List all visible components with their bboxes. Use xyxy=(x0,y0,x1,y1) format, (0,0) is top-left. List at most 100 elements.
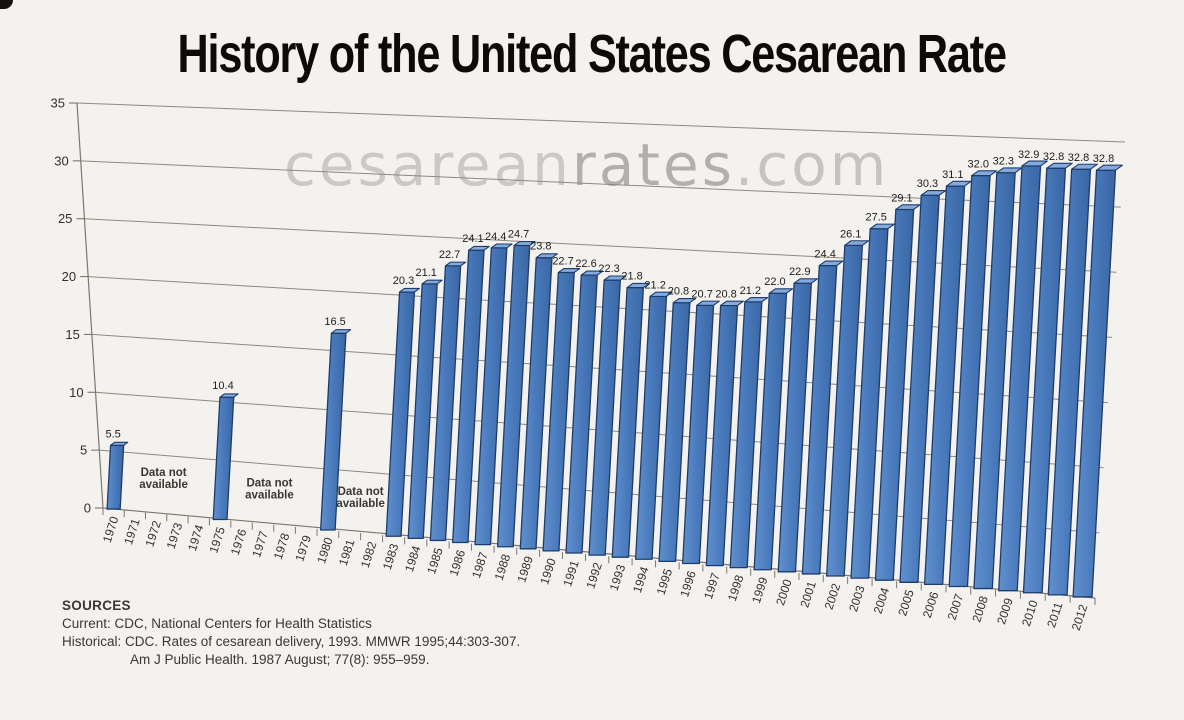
missing-data-note-1981-1982-line2: available xyxy=(336,498,385,510)
bar-top-1987 xyxy=(490,243,513,249)
x-axis-label-1974: 1974 xyxy=(185,523,207,553)
x-axis-label-2000: 2000 xyxy=(773,577,795,607)
y-axis-label: 25 xyxy=(58,211,72,226)
x-axis-label-2005: 2005 xyxy=(895,588,917,618)
x-axis-label-2007: 2007 xyxy=(945,592,967,622)
x-axis-label-1970: 1970 xyxy=(100,514,122,544)
x-axis-label-1990: 1990 xyxy=(537,556,559,586)
x-axis-label-1992: 1992 xyxy=(583,560,605,590)
bar-value-label: 5.5 xyxy=(105,428,120,440)
bar-value-label: 24.4 xyxy=(814,249,835,261)
x-axis-label-1991: 1991 xyxy=(560,558,582,588)
x-axis-label-1987: 1987 xyxy=(469,550,491,580)
x-axis-label-1982: 1982 xyxy=(358,539,380,569)
bar-value-label: 32.8 xyxy=(1043,151,1064,163)
y-axis-label: 20 xyxy=(62,269,76,284)
bar-value-label: 21.2 xyxy=(644,279,665,291)
bar-top-2002 xyxy=(844,240,870,246)
bar-top-1993 xyxy=(626,282,650,289)
bar-top-2000 xyxy=(793,278,819,284)
sources-heading: SOURCES xyxy=(62,598,131,613)
bar-value-label: 30.3 xyxy=(917,178,938,190)
bar-value-label: 24.7 xyxy=(508,228,529,240)
x-axis-label-2012: 2012 xyxy=(1069,602,1091,632)
x-axis-label-1971: 1971 xyxy=(121,516,143,546)
bar-top-2011 xyxy=(1071,163,1098,170)
x-axis-label-1975: 1975 xyxy=(206,525,228,555)
y-axis-label: 10 xyxy=(69,385,83,400)
x-axis-label-1989: 1989 xyxy=(514,554,536,584)
x-axis-label-2009: 2009 xyxy=(994,596,1016,626)
bar-top-2012 xyxy=(1096,164,1124,171)
bar-value-label: 32.0 xyxy=(968,159,989,171)
bar-top-1998 xyxy=(744,296,769,303)
bar-top-2009 xyxy=(1021,160,1048,167)
x-axis-label-1993: 1993 xyxy=(607,562,629,592)
bar-top-1986 xyxy=(468,245,490,251)
missing-data-note-1976-1979-line2: available xyxy=(245,489,294,501)
bar-1970 xyxy=(106,444,125,510)
bar-top-1999 xyxy=(768,288,794,294)
bar-value-label: 26.1 xyxy=(840,228,861,240)
x-axis-label-1988: 1988 xyxy=(492,552,514,582)
y-axis-label: 35 xyxy=(51,96,65,111)
bar-value-label: 10.4 xyxy=(212,380,233,392)
bar-top-2008 xyxy=(996,167,1023,174)
bar-value-label: 16.5 xyxy=(324,316,345,328)
x-axis-label-1979: 1979 xyxy=(292,533,314,563)
bar-top-1983 xyxy=(399,287,420,293)
bar-value-label: 22.7 xyxy=(552,255,573,267)
x-axis-label-1972: 1972 xyxy=(142,519,164,549)
x-axis-label-2008: 2008 xyxy=(969,594,991,624)
scan-artifact-corner xyxy=(0,0,13,9)
bar-value-label: 32.8 xyxy=(1068,152,1089,164)
bar-top-2006 xyxy=(945,180,972,187)
missing-data-note-1971-1974-line1: Data not xyxy=(141,467,187,479)
bar-top-2004 xyxy=(895,204,921,211)
x-axis-label-1996: 1996 xyxy=(677,569,699,599)
x-axis-label-1986: 1986 xyxy=(447,548,469,578)
sources-line-current: Current: CDC, National Centers for Healt… xyxy=(62,616,372,632)
x-axis-label-1999: 1999 xyxy=(749,575,771,605)
bar-top-1985 xyxy=(444,261,467,267)
bar-value-label: 21.8 xyxy=(621,271,642,283)
bar-value-label: 31.1 xyxy=(942,169,963,181)
bar-value-label: 24.4 xyxy=(485,231,506,243)
sources-block: SOURCES Current: CDC, National Centers f… xyxy=(62,597,520,669)
x-axis-label-1973: 1973 xyxy=(164,521,186,551)
bar-top-1991 xyxy=(580,270,604,276)
bar-value-label: 24.1 xyxy=(462,233,483,245)
bar-value-label: 22.3 xyxy=(598,263,619,275)
page-title-text: History of the United States Cesarean Ra… xyxy=(177,24,1007,84)
y-axis-label: 5 xyxy=(80,443,87,458)
y-axis-label: 30 xyxy=(54,153,68,168)
bar-value-label: 22.6 xyxy=(575,258,596,270)
bar-value-label: 20.8 xyxy=(668,286,689,298)
bar-value-label: 20.7 xyxy=(691,288,712,300)
bar-value-label: 22.0 xyxy=(764,276,785,288)
bar-top-1970 xyxy=(110,441,129,446)
x-axis-label-2006: 2006 xyxy=(920,590,942,620)
bar-top-1984 xyxy=(421,279,443,285)
bar-top-2005 xyxy=(920,190,947,196)
missing-data-note-1971-1974-line2: available xyxy=(139,479,188,491)
bar-top-2001 xyxy=(818,260,844,267)
x-axis-label-1976: 1976 xyxy=(228,527,250,557)
bar-top-1988 xyxy=(513,241,536,246)
x-axis-label-1997: 1997 xyxy=(701,571,723,601)
bar-1975 xyxy=(212,396,235,521)
x-axis-label-1983: 1983 xyxy=(380,542,402,572)
x-axis-label-1984: 1984 xyxy=(402,544,424,574)
x-axis-label-1985: 1985 xyxy=(424,546,446,576)
bar-top-1990 xyxy=(557,267,581,274)
bar-value-label: 21.1 xyxy=(416,267,437,279)
page-title: History of the United States Cesarean Ra… xyxy=(0,26,1184,83)
x-axis-label-2010: 2010 xyxy=(1019,598,1041,628)
x-axis-label-1994: 1994 xyxy=(630,565,652,595)
bar-top-2010 xyxy=(1046,162,1073,169)
bar-value-label: 32.3 xyxy=(993,156,1014,168)
watermark-part-1: cesarean xyxy=(284,131,572,199)
bar-top-2003 xyxy=(869,223,895,230)
